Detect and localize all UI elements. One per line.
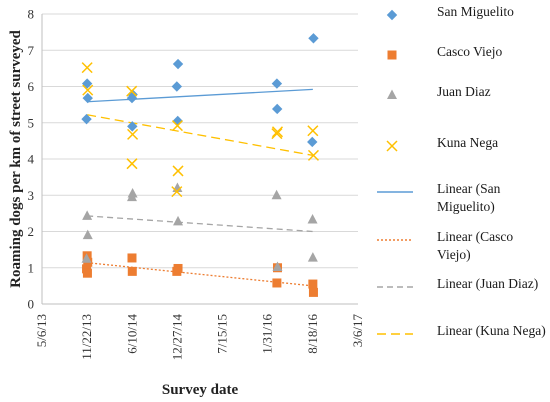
data-point: [171, 186, 183, 198]
legend-item: San Miguelito: [375, 3, 550, 43]
legend-label: San Miguelito: [437, 4, 514, 19]
data-point: [171, 81, 183, 92]
data-point: [81, 113, 92, 125]
data-point: [82, 210, 93, 220]
data-point: [272, 261, 283, 272]
data-point: [271, 126, 284, 138]
data-point: [307, 252, 318, 262]
data-point: [82, 92, 93, 104]
data-point: [126, 92, 138, 104]
chart-legend: San Miguelito Casco Viejo Juan Diaz Kuna Ne…: [375, 0, 550, 402]
data-point: [307, 149, 319, 161]
x-tick-label: 1/31/16: [260, 314, 275, 354]
x-tick-label: 5/6/13: [34, 314, 49, 347]
y-tick-label: 4: [28, 152, 35, 167]
data-point: [271, 103, 283, 115]
legend-label: Linear (Juan Diaz): [437, 276, 539, 291]
series-x: [81, 62, 319, 198]
data-point: [126, 158, 138, 170]
data-point: [307, 125, 319, 137]
legend-item: Kuna Nega: [375, 134, 550, 174]
x-tick-label: 6/10/14: [124, 314, 139, 354]
x-tick-label: 3/6/17: [350, 314, 365, 348]
legend-symbol: [386, 9, 398, 21]
trendline-3: [87, 114, 313, 157]
legend-symbol: [377, 191, 413, 193]
data-point: [271, 78, 283, 89]
data-point: [82, 268, 92, 278]
data-point: [171, 120, 183, 132]
legend-marker: [386, 9, 398, 21]
data-point: [272, 278, 282, 288]
data-point: [126, 191, 137, 202]
legend-item: Linear (San Miguelito): [375, 180, 550, 220]
legend-item: Linear (Casco Viejo): [375, 228, 550, 268]
legend-item: Juan Diaz: [375, 83, 550, 123]
data-point: [127, 253, 137, 263]
data-point: [172, 266, 182, 276]
legend-symbol: [387, 50, 397, 60]
data-point: [308, 279, 318, 289]
legend-label: Linear (Kuna Nega): [437, 323, 546, 338]
y-tick-label: 0: [28, 297, 35, 312]
data-point: [82, 84, 94, 96]
y-tick-label: 3: [28, 188, 35, 203]
data-point: [127, 128, 139, 140]
y-tick-label: 5: [28, 115, 35, 130]
data-point: [126, 85, 138, 97]
legend-label: Casco Viejo: [437, 44, 503, 59]
series-diamond: [81, 33, 319, 148]
trendline-2: [87, 215, 313, 233]
data-point: [271, 189, 282, 200]
trendline-0: [87, 88, 313, 103]
y-tick-label: 6: [28, 79, 35, 94]
legend-item: Linear (Juan Diaz): [375, 275, 550, 315]
data-point: [172, 58, 184, 70]
y-tick-label: 2: [28, 224, 35, 239]
legend-item: Casco Viejo: [375, 43, 550, 83]
x-tick-label: 12/27/14: [169, 314, 184, 361]
legend-symbol: [387, 89, 397, 99]
series-triangle: [81, 182, 318, 272]
x-tick-label: 11/22/13: [79, 314, 94, 360]
x-axis-title: Survey date: [162, 382, 239, 398]
y-tick-label: 1: [28, 260, 35, 275]
data-point: [308, 33, 319, 44]
data-point: [81, 253, 92, 263]
x-tick-label: 8/18/16: [305, 314, 320, 354]
legend-label: Juan Diaz: [437, 84, 491, 99]
legend-marker: [387, 89, 397, 99]
data-point: [127, 266, 137, 276]
data-point: [173, 215, 184, 226]
data-point: [307, 136, 318, 148]
data-point: [82, 229, 93, 240]
y-tick-label: 7: [28, 43, 35, 58]
scatter-chart: 0 1 2 3 4 5 6 7 8 5/6/13 11/22/13 6/10/14 12/27/14 7/…: [8, 7, 365, 399]
legend-label: Linear (San Miguelito): [437, 181, 501, 214]
legend-item: Linear (Kuna Nega): [375, 322, 550, 362]
x-tick-label: 7/15/15: [215, 314, 230, 354]
legend-symbol: [386, 140, 398, 152]
data-point: [308, 287, 318, 297]
legend-symbol: [377, 286, 413, 288]
data-point: [127, 121, 138, 132]
data-point: [307, 214, 318, 224]
legend-symbol: [377, 333, 413, 335]
legend-label: Kuna Nega: [437, 135, 499, 150]
data-point: [81, 78, 93, 89]
data-point: [172, 165, 184, 177]
data-point: [271, 128, 283, 140]
y-axis-title: Roaming dogs per km of street surveyed: [8, 29, 24, 287]
data-point: [127, 187, 138, 198]
legend-marker: [386, 140, 398, 152]
y-tick-label: 8: [28, 7, 35, 22]
data-point: [81, 62, 93, 74]
legend-marker: [387, 50, 397, 60]
trendlines: [87, 88, 313, 287]
legend-symbol: [377, 239, 413, 241]
legend-label: Linear (Casco Viejo): [437, 229, 514, 262]
